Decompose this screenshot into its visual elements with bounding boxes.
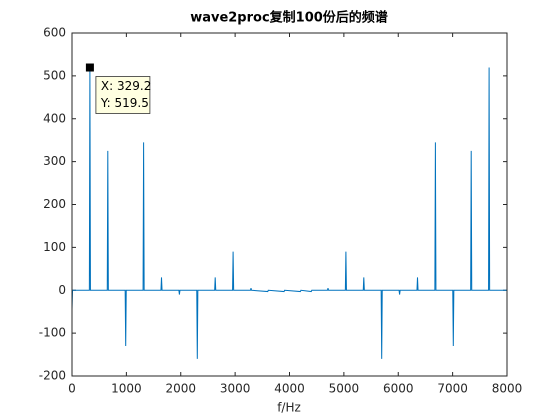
y-tick-label: 600 — [43, 26, 66, 40]
datatip-box — [95, 76, 151, 114]
x-tick-label: 6000 — [383, 382, 414, 396]
datatip-marker — [85, 63, 94, 72]
x-tick-label: 1000 — [111, 382, 142, 396]
x-tick-label: 5000 — [329, 382, 360, 396]
y-tick-label: 0 — [58, 283, 66, 297]
axes-box — [71, 32, 508, 377]
y-tick-label: 200 — [43, 197, 66, 211]
y-tick-label: 500 — [43, 68, 66, 82]
y-tick-label: 400 — [43, 111, 66, 125]
x-tick-label: 4000 — [274, 382, 305, 396]
series-line — [71, 67, 507, 359]
y-tick-label: 100 — [43, 240, 66, 254]
x-tick-label: 0 — [68, 382, 76, 396]
x-axis-label: f/Hz — [277, 401, 301, 415]
y-tick-label: -100 — [39, 326, 66, 340]
y-tick-label: -200 — [39, 369, 66, 383]
chart-title: wave2proc复制100份后的频谱 — [190, 10, 388, 26]
datatip-label: X: 329.2 — [101, 79, 151, 93]
y-tick-label: 300 — [43, 154, 66, 168]
x-tick-label: 3000 — [220, 382, 251, 396]
datatip-label: Y: 519.5 — [100, 96, 149, 110]
x-tick-label: 2000 — [165, 382, 196, 396]
x-tick-label: 8000 — [492, 382, 523, 396]
x-tick-label: 7000 — [437, 382, 468, 396]
